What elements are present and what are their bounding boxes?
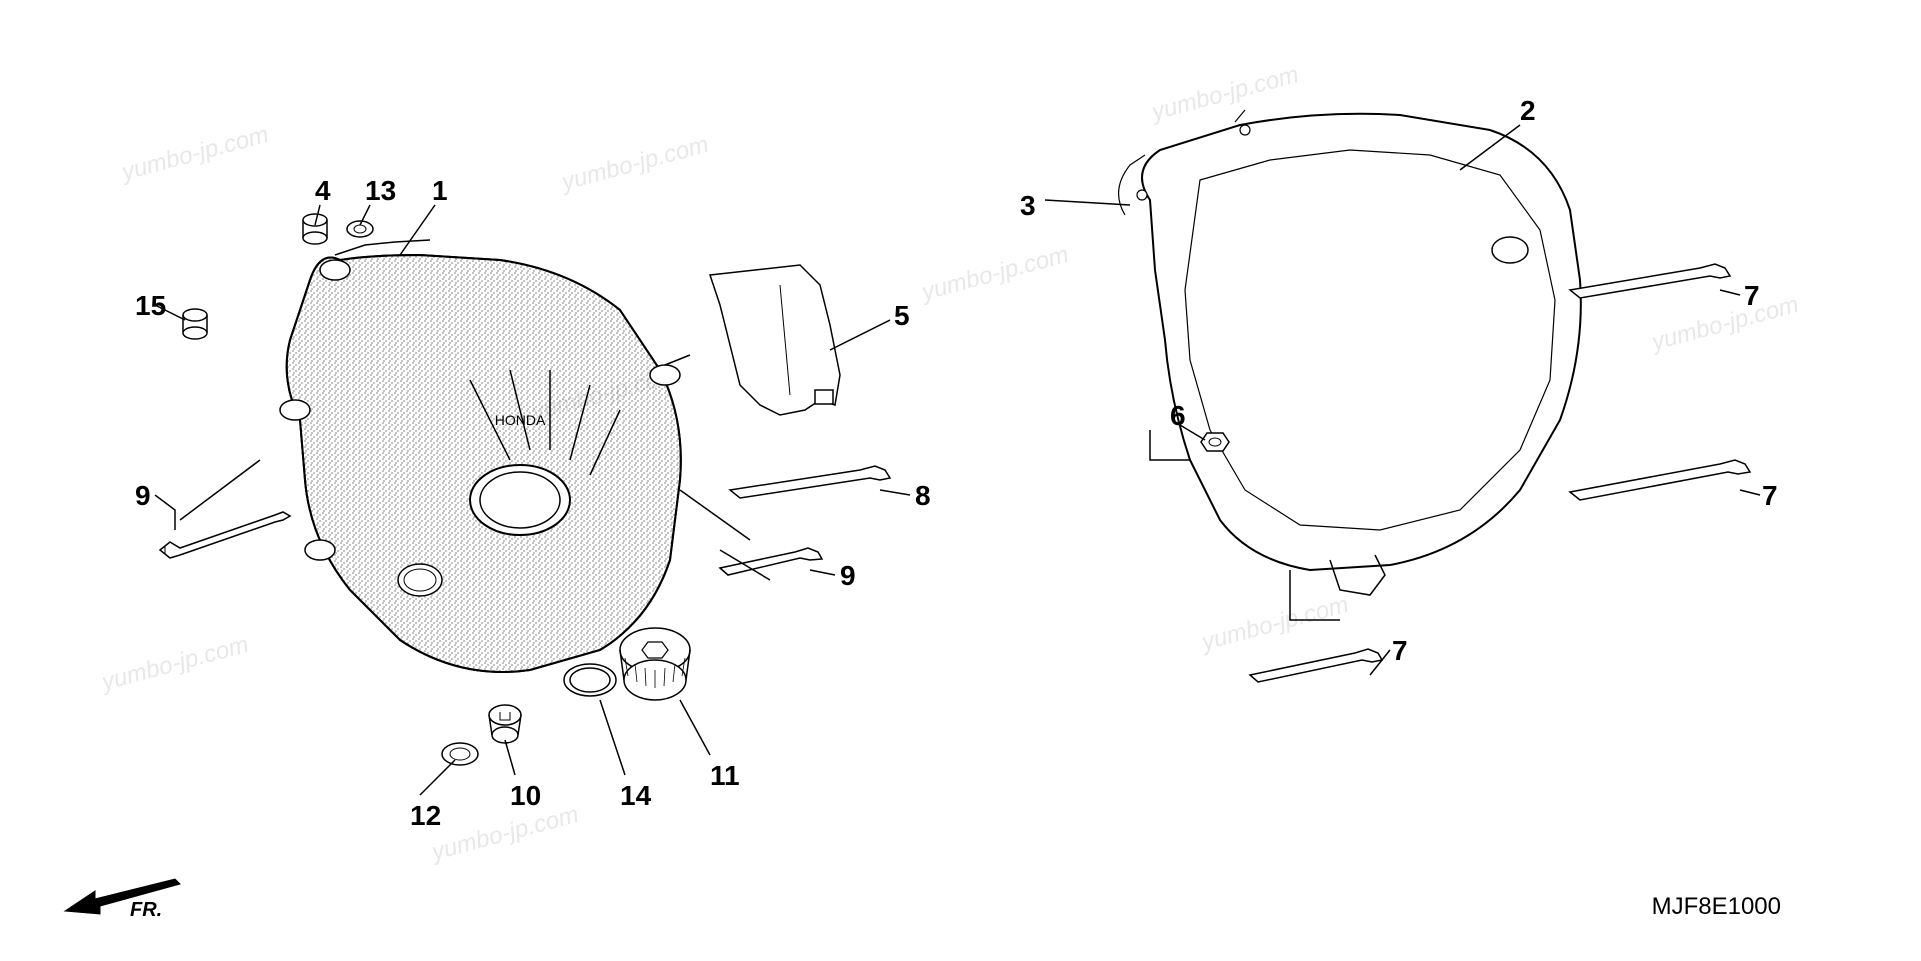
part-label-4: 4 bbox=[315, 175, 331, 207]
part-label-2: 2 bbox=[1520, 95, 1536, 127]
label-text: 6 bbox=[1170, 400, 1186, 431]
part-label-12: 12 bbox=[410, 800, 441, 832]
part-label-11: 11 bbox=[710, 760, 740, 792]
label-text: 4 bbox=[315, 175, 331, 206]
part-label-5: 5 bbox=[894, 300, 910, 332]
fr-label-text: FR. bbox=[130, 899, 162, 921]
label-text: 9 bbox=[135, 480, 151, 511]
label-text: 14 bbox=[620, 780, 651, 811]
part-label-1: 1 bbox=[432, 175, 448, 207]
part-label-9a: 9 bbox=[135, 480, 151, 512]
label-text: 7 bbox=[1762, 480, 1778, 511]
part-label-3: 3 bbox=[1020, 190, 1036, 222]
part-label-15: 15 bbox=[135, 290, 166, 322]
label-text: 1 bbox=[432, 175, 448, 206]
diagram-code: MJF8E1000 bbox=[1652, 893, 1781, 921]
part-label-8: 8 bbox=[915, 480, 931, 512]
part-label-10: 10 bbox=[510, 780, 541, 812]
part-label-7a: 7 bbox=[1744, 280, 1760, 312]
diagram-container: yumbo-jp.com yumbo-jp.com yumbo-jp.com y… bbox=[0, 0, 1921, 961]
label-text: 13 bbox=[365, 175, 396, 206]
label-text: 12 bbox=[410, 800, 441, 831]
label-text: 5 bbox=[894, 300, 910, 331]
part-label-6: 6 bbox=[1170, 400, 1186, 432]
label-text: 3 bbox=[1020, 190, 1036, 221]
label-text: 11 bbox=[710, 760, 740, 791]
part-label-9b: 9 bbox=[840, 560, 856, 592]
label-text: 15 bbox=[135, 290, 166, 321]
fr-direction-arrow: FR. bbox=[60, 866, 200, 931]
label-text: 2 bbox=[1520, 95, 1536, 126]
part-label-7b: 7 bbox=[1762, 480, 1778, 512]
part-label-7c: 7 bbox=[1392, 635, 1408, 667]
label-text: 10 bbox=[510, 780, 541, 811]
part-label-14: 14 bbox=[620, 780, 651, 812]
label-text: 9 bbox=[840, 560, 856, 591]
label-text: 7 bbox=[1744, 280, 1760, 311]
diagram-code-text: MJF8E1000 bbox=[1652, 893, 1781, 920]
leader-lines bbox=[0, 0, 1921, 961]
label-text: 8 bbox=[915, 480, 931, 511]
part-label-13: 13 bbox=[365, 175, 396, 207]
label-text: 7 bbox=[1392, 635, 1408, 666]
